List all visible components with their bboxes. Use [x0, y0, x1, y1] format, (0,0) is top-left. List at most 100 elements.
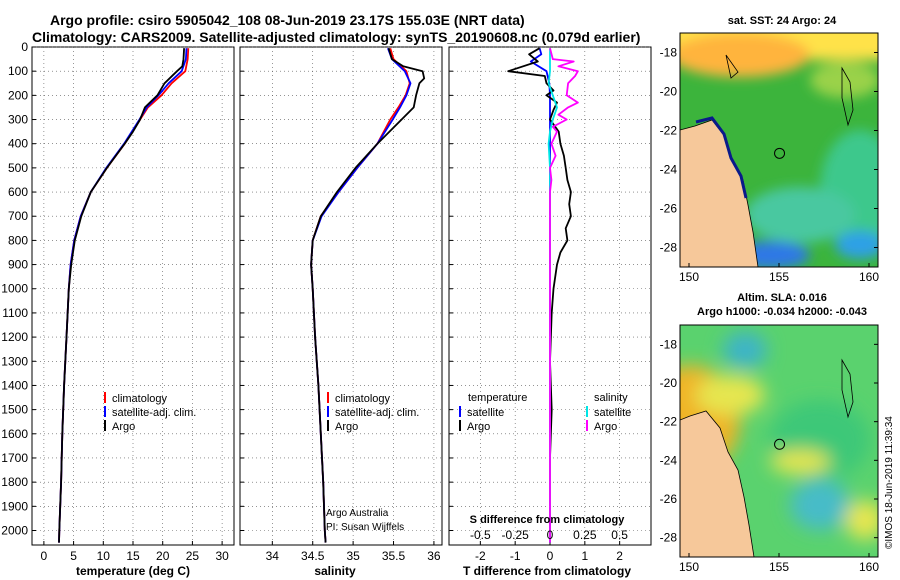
legend-swatch-s-argo [586, 420, 588, 431]
legend-title-salinity: salinity [594, 392, 628, 404]
depth-tick-label: 1800 [1, 475, 28, 489]
copyright-stamp: ©IMOS 18-Jun-2019 11:39:34 [884, 416, 895, 549]
s-difference-ticks: -0.5 -0.25 0 0.25 0.5 [470, 528, 628, 542]
s-difference-xlabel: S difference from climatology [470, 514, 626, 526]
x-tick-label: 15 [126, 549, 140, 563]
legend-swatch-argo [104, 420, 106, 431]
legend-swatch-climatology [327, 392, 329, 403]
x-tick-label: 10 [97, 549, 111, 563]
lat-tick-label: -18 [660, 337, 678, 351]
legend-label-t-argo: Argo [467, 421, 490, 433]
x-tick-label: 20 [156, 549, 170, 563]
depth-tick-label: 1400 [1, 378, 28, 392]
lat-tick-label: -26 [660, 492, 678, 506]
sla-float-marker [774, 438, 786, 450]
depth-tick-label: 1000 [1, 282, 28, 296]
salinity-panel: 34 34.5 35 35.5 36 salinity climatology sate… [239, 46, 443, 578]
depth-tick-label: 900 [8, 258, 28, 272]
lon-tick-label: 160 [859, 270, 879, 284]
depth-tick-label: 1500 [1, 403, 28, 417]
sst-field [680, 33, 878, 267]
depth-tick-label: 1300 [1, 354, 28, 368]
depth-tick-label: 600 [8, 185, 28, 199]
depth-tick-label: 800 [8, 233, 28, 247]
depth-tick-label: 700 [8, 209, 28, 223]
sst-warm-core [680, 33, 810, 77]
depth-tick-label: 500 [8, 161, 28, 175]
temperature-panel: 0 5 10 15 20 25 30 temperature (deg C) climato… [31, 46, 235, 578]
lat-tick-label: -28 [660, 531, 678, 545]
depth-tick-label: 1900 [1, 499, 28, 513]
sla-low-north [723, 332, 767, 368]
lon-tick-label: 160 [859, 560, 879, 574]
legend-swatch-satellite [327, 406, 329, 417]
figure-title-line2: Climatology: CARS2009. Satellite-adjuste… [32, 29, 640, 45]
lat-tick-label: -20 [660, 85, 678, 99]
sla-reef-contour [841, 358, 854, 419]
legend-label-satellite: satellite-adj. clim. [112, 407, 196, 419]
series-argo [58, 48, 185, 543]
legend-swatch-climatology [104, 392, 106, 403]
legend-label-s-satellite: satellite [594, 407, 631, 419]
depth-tick-label: 400 [8, 137, 28, 151]
legend-label-s-argo: Argo [594, 421, 617, 433]
x-tick-label: 34 [266, 549, 280, 563]
s-tick-label: 0 [547, 528, 554, 542]
sst-map-title: sat. SST: 24 Argo: 24 [728, 15, 837, 27]
depth-tick-label: 1600 [1, 427, 28, 441]
lon-tick-label: 155 [769, 270, 789, 284]
lat-tick-label: -28 [660, 241, 678, 255]
temperature-xlabel: temperature (deg C) [76, 564, 190, 578]
s-tick-label: 0.5 [611, 528, 628, 542]
legend-label-satellite: satellite-adj. clim. [335, 407, 419, 419]
sla-map-ticks: 150 155 160 -18 -20 -22 -24 -26 -28 [660, 337, 880, 574]
x-tick-label: 0 [41, 549, 48, 563]
sst-float-marker [774, 147, 786, 159]
difference-legend: temperature satellite Argo salinity sate… [459, 392, 631, 433]
salinity-series [310, 47, 426, 543]
temperature-gridlines [32, 46, 234, 545]
legend-swatch-argo [327, 420, 329, 431]
salinity-legend: climatology satellite-adj. clim. Argo [327, 392, 419, 433]
series-t-argo [507, 47, 572, 543]
depth-axis: 0 100 200 300 400 500 600 700 800 900 1000 1100 1200… [1, 40, 28, 537]
difference-x-ticks: -2 -1 0 1 2 [475, 549, 623, 563]
sla-map-subtitle: Argo h1000: -0.034 h2000: -0.043 [697, 306, 867, 318]
lat-tick-label: -22 [660, 124, 678, 138]
temperature-legend: climatology satellite-adj. clim. Argo [104, 392, 196, 433]
figure-title-line1: Argo profile: csiro 5905042_108 08-Jun-2… [50, 12, 525, 28]
sst-island-contour [725, 54, 739, 79]
sla-yellow-mid [770, 450, 830, 474]
lat-tick-label: -24 [660, 163, 678, 177]
series-s-argo [549, 47, 579, 543]
x-tick-label: 1 [581, 549, 588, 563]
depth-tick-label: 2000 [1, 523, 28, 537]
s-tick-label: 0.25 [573, 528, 597, 542]
depth-tick-label: 0 [21, 40, 28, 54]
s-tick-label: -0.25 [501, 528, 529, 542]
x-tick-label: 25 [186, 549, 200, 563]
sst-cold-southeast [835, 231, 878, 259]
x-tick-label: 34.5 [301, 549, 325, 563]
legend-swatch-t-argo [459, 420, 461, 431]
legend-label-climatology: climatology [112, 393, 168, 405]
salinity-xlabel: salinity [314, 564, 356, 578]
lat-tick-label: -26 [660, 202, 678, 216]
sst-transition [810, 62, 878, 98]
sst-map-ticks: 150 155 160 -18 -20 -22 -24 -26 -28 [660, 46, 880, 285]
x-tick-label: 35 [346, 549, 360, 563]
sla-map-title: Altim. SLA: 0.016 [737, 292, 827, 304]
depth-tick-label: 300 [8, 113, 28, 127]
salinity-frame [239, 46, 443, 546]
x-tick-label: 35.5 [382, 549, 406, 563]
x-tick-label: 5 [70, 549, 77, 563]
legend-label-t-satellite: satellite [467, 407, 504, 419]
depth-tick-label: 1100 [2, 306, 28, 320]
lat-tick-label: -24 [660, 453, 678, 467]
legend-label-climatology: climatology [335, 393, 391, 405]
x-tick-label: 2 [616, 549, 623, 563]
lat-tick-label: -18 [660, 46, 678, 60]
sst-reef-contour [841, 66, 854, 127]
sst-cool-mid [745, 187, 855, 243]
